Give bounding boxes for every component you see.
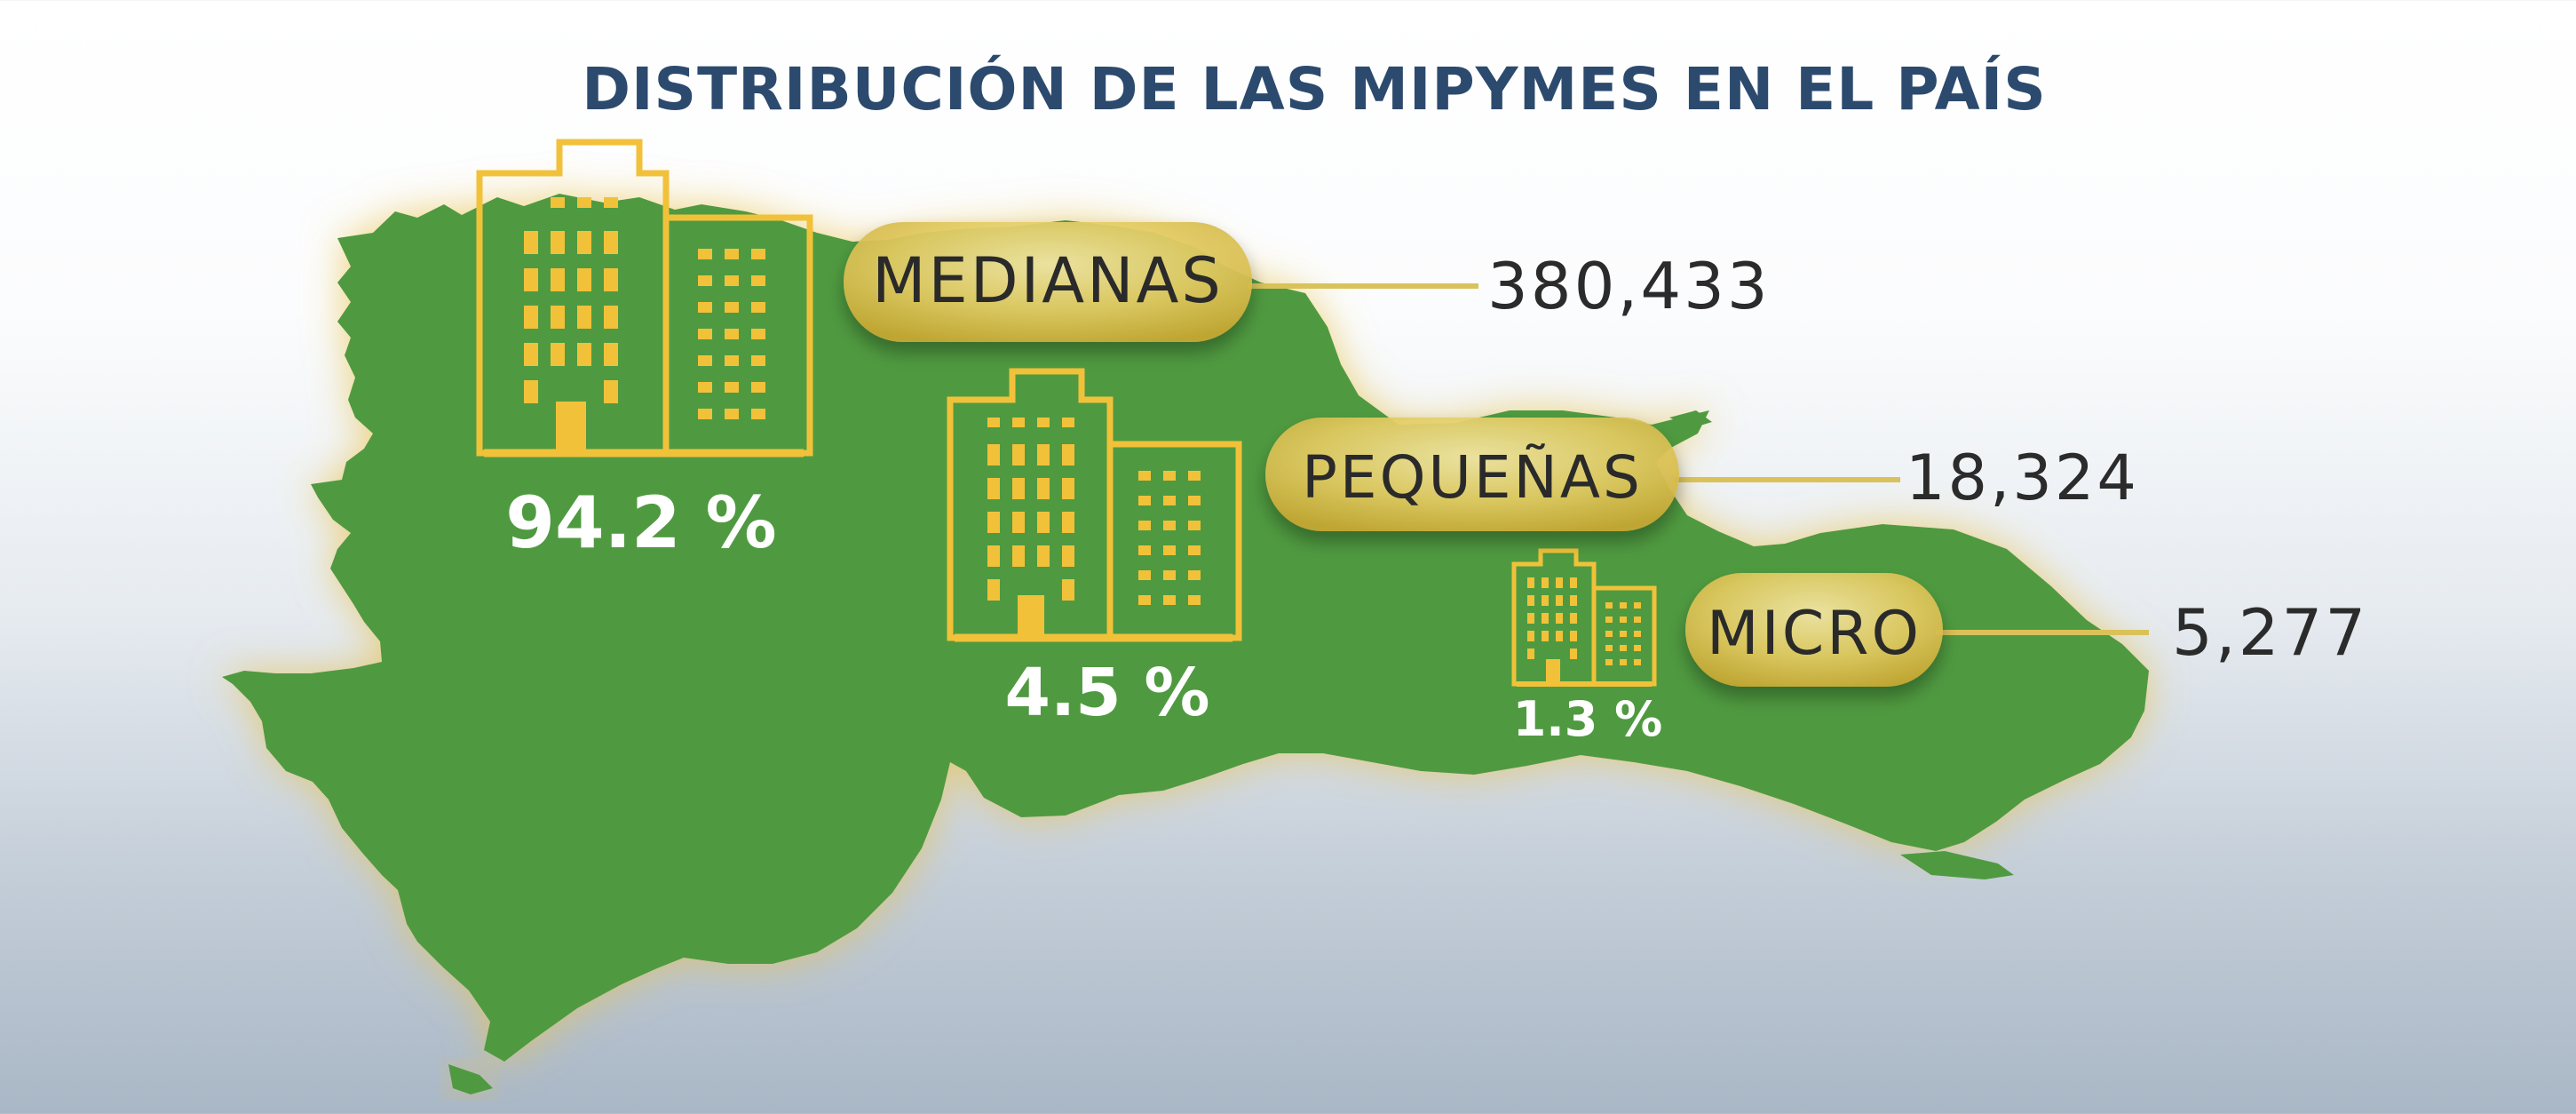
country-map-south (448, 1064, 493, 1094)
category-label-pequenas: PEQUEÑAS (1302, 443, 1643, 512)
percent-label-medianas: 94.2 % (505, 481, 776, 564)
value-medianas: 380,433 (1487, 249, 1771, 323)
page-title: DISTRIBUCIÓN DE LAS MIPYMES EN EL PAÍS (582, 55, 2047, 123)
category-label-micro: MICRO (1707, 599, 1922, 669)
building-icon (947, 368, 1242, 642)
value-pequenas: 18,324 (1906, 442, 2139, 514)
value-micro: 5,277 (2172, 595, 2368, 670)
island-saona (1900, 851, 2014, 879)
category-pill-medianas: MEDIANAS (844, 222, 1252, 342)
category-pill-micro: MICRO (1685, 573, 1943, 687)
category-label-medianas: MEDIANAS (872, 244, 1224, 317)
building-icon (1511, 548, 1657, 687)
north-cape (1669, 410, 1712, 428)
percent-label-micro: 1.3 % (1513, 691, 1663, 747)
category-pill-pequenas: PEQUEÑAS (1265, 418, 1679, 531)
building-icon (476, 139, 813, 458)
percent-label-pequenas: 4.5 % (1005, 655, 1210, 731)
